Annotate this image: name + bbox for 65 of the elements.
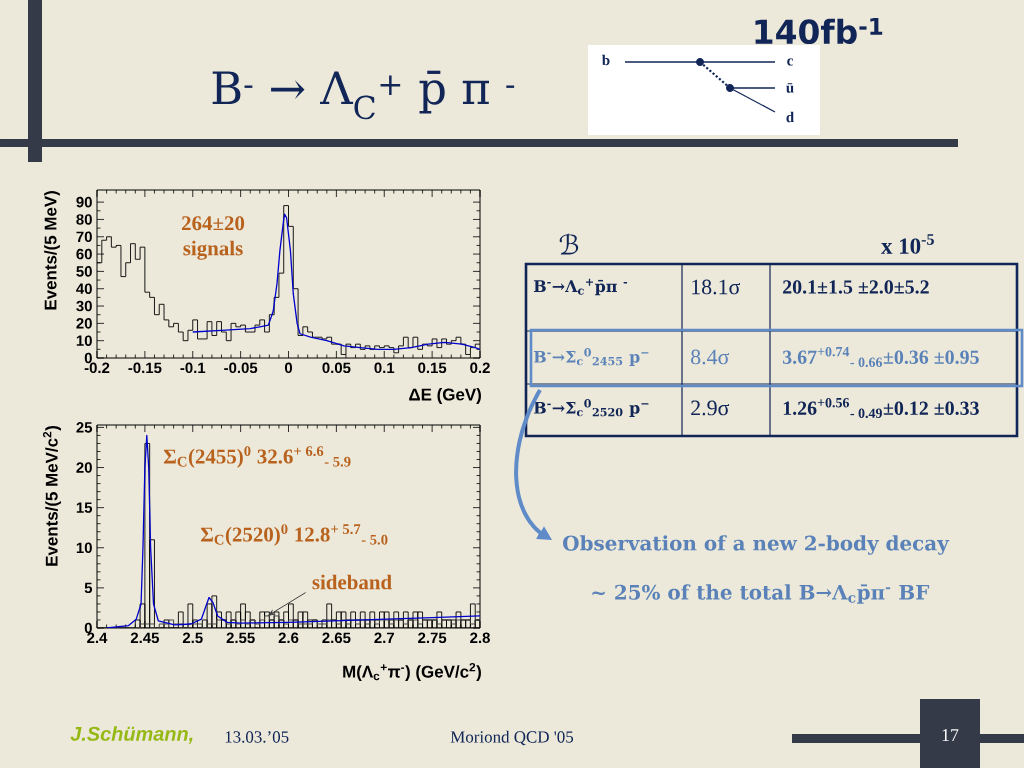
y-axis-title: Events/(5 MeV) (44, 191, 60, 310)
x-tick-label: -0.2 (84, 362, 110, 374)
y-tick-label: 0 (84, 352, 92, 364)
y-tick-label: 20 (76, 462, 92, 473)
text: 3.67$^{+0.74}$$_{- 0.66}$±0.36 ±0.95 (782, 346, 979, 368)
text: 13.03.’05 (225, 731, 289, 743)
y-tick-label: 0 (84, 622, 92, 634)
annotation: Σ$_{C}$(2455)$^{0}$ 32.6$^{+ 6.6}$- 5.9 (163, 446, 351, 468)
y-tick-label: 20 (76, 318, 92, 329)
x-tick-label: 0.2 (470, 362, 490, 374)
text: B$^{-}$→Σ$_{c}$0$_{2455}$ p$^{−}$ (533, 348, 649, 366)
x-axis-title: M(Λ$_{c}$$^{+}$π$^{-}$) (GeV/c$^{2}$) (343, 662, 481, 682)
x-tick-label: 2.4 (87, 632, 108, 643)
y-tick-label: 70 (76, 231, 92, 243)
y-tick-label: 25 (76, 422, 93, 433)
text: ℬ (559, 233, 579, 255)
x-tick-label: 0.15 (418, 362, 447, 374)
x-tick-label: 2.5 (182, 632, 203, 644)
x-tick-label: -0.05 (224, 362, 258, 374)
y-tick-label: 60 (76, 248, 92, 260)
y-tick-label: 50 (76, 266, 92, 277)
x-tick-label: 2.75 (418, 632, 447, 644)
text: d (786, 111, 794, 123)
text: 17 (942, 729, 959, 741)
text: B$^{-}$→Σ$_{c}$0$_{2520}$ p$^{−}$ (533, 399, 649, 417)
y-axis-title: Events/(5 MeV/c$^{2}$) (42, 426, 62, 566)
text: 1.26$^{+0.56}$$_{- 0.49}$±0.12 ±0.33 (783, 397, 979, 419)
x-tick-label: 2.45 (130, 632, 159, 644)
text: J.Schümann, (70, 726, 193, 744)
y-tick-label: 80 (76, 214, 92, 225)
x-tick-label: -0.15 (128, 362, 162, 374)
y-tick-label: 40 (76, 283, 92, 295)
text: 8.4σ (691, 349, 730, 365)
y-tick-label: 90 (76, 196, 92, 208)
text: b (602, 54, 610, 66)
y-tick-label: 15 (76, 502, 93, 513)
x-axis-title: ΔE (GeV) (409, 388, 481, 404)
x-tick-label: 0.05 (322, 362, 351, 374)
annotation: 264±20 signals (181, 216, 245, 260)
text: Moriond QCD '05 (450, 730, 574, 746)
y-tick-label: 10 (76, 542, 92, 554)
x-tick-label: 2.8 (470, 632, 490, 644)
text: Observation of a new 2-body decay (563, 535, 950, 555)
text: c (787, 58, 793, 66)
y-tick-label: 10 (76, 335, 92, 346)
x-tick-label: 2.7 (374, 632, 394, 643)
text: 140fb$^{-1}$ (755, 17, 883, 45)
text: B$^{-}$ → Λ$_{C}$$^{+}$ p̄ π $^{-}$ (212, 70, 515, 120)
annotation: Σ$_{C}$(2520)$^{0}$ 12.8$^{+ 5.7}$- 5.0 (200, 524, 388, 546)
x-tick-label: 0.1 (374, 362, 395, 374)
annotation: sideband (312, 574, 392, 590)
x-tick-label: 2.65 (322, 632, 351, 644)
text: ~ 25% of the total B→Λ$_{c}$p̄π$^{-}$ BF (592, 584, 930, 604)
y-tick-label: 5 (84, 582, 93, 594)
text: 2.9σ (691, 400, 730, 416)
text: ū (786, 83, 794, 93)
text: B$^{-}$→Λ$_{c}$$^{+}$p̄π $^{-}$ (533, 278, 628, 296)
y-tick-label: 30 (76, 300, 92, 312)
x-tick-label: 2.55 (226, 632, 255, 644)
x-tick-label: 2.6 (278, 632, 299, 644)
x-tick-label: 0 (284, 362, 293, 374)
text: x 10$^{-5}$ (881, 234, 934, 254)
text: 18.1σ (692, 279, 741, 295)
x-tick-label: -0.1 (180, 362, 206, 374)
text: 20.1±1.5 ±2.0±5.2 (783, 280, 929, 294)
